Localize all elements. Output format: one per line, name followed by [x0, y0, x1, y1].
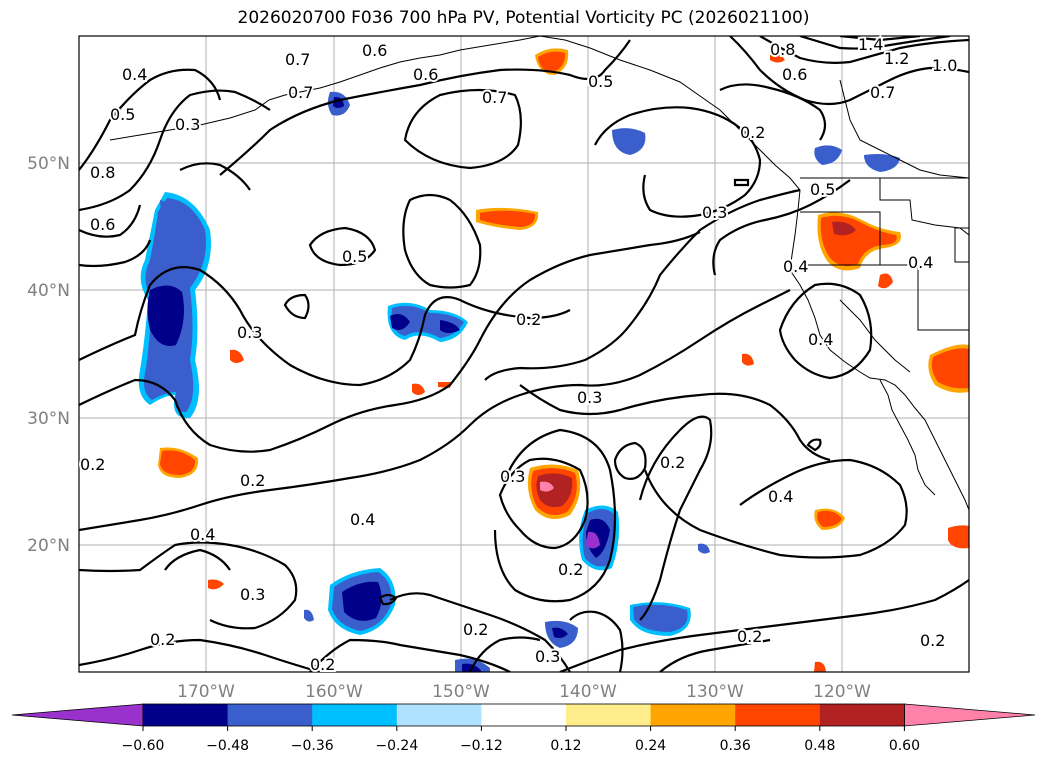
lat-label-20n: 20°N [27, 536, 70, 556]
negative-anomalies [138, 91, 900, 672]
contour-label: 0.2 [80, 455, 105, 474]
lon-label-150w: 150°W [432, 682, 490, 702]
contour-label: 0.2 [740, 123, 765, 142]
colorbar-segment [735, 704, 821, 726]
contour-label: 1.2 [884, 49, 909, 68]
colorbar-segment [396, 704, 482, 726]
colorbar-segment [566, 704, 652, 726]
contour-label: 1.4 [858, 35, 883, 54]
blob-small-6 [864, 154, 900, 172]
colorbar: −0.60 −0.48 −0.36 −0.24 −0.12 0.12 0.24 0.36 0.4… [11, 703, 1036, 754]
contour-label: 0.7 [482, 88, 507, 107]
contour-label: 0.4 [908, 253, 933, 272]
contour-label: 0.4 [350, 510, 375, 529]
colorbar-tick-label: −0.36 [291, 738, 334, 754]
lon-label-120w: 120°W [813, 682, 871, 702]
contour-label: 0.4 [768, 487, 793, 506]
contour-label: 0.4 [190, 525, 215, 544]
contour-label: 1.0 [932, 56, 957, 75]
colorbar-segment [650, 704, 736, 726]
contour-label: 0.2 [558, 560, 583, 579]
colorbar-segment [481, 704, 567, 726]
contour-label: 0.7 [870, 83, 895, 102]
colorbar-tick-label: −0.60 [122, 738, 165, 754]
lon-label-130w: 130°W [686, 682, 744, 702]
contour-label: 0.3 [535, 647, 560, 666]
contour-label: 0.4 [783, 257, 808, 276]
colorbar-tick-label: 0.36 [720, 738, 751, 754]
lat-label-50n: 50°N [27, 154, 70, 174]
contour-label: 0.4 [808, 330, 833, 349]
contour-label: 0.4 [122, 65, 147, 84]
lon-label-170w: 170°W [177, 682, 235, 702]
lon-label-140w: 140°W [559, 682, 617, 702]
colorbar-tick-label: −0.24 [375, 738, 418, 754]
colorbar-tick-label: 0.12 [550, 738, 581, 754]
lon-labels: 170°W 160°W 150°W 140°W 130°W 120°W [177, 682, 871, 702]
contour-label: 0.3 [577, 388, 602, 407]
blob-small-4 [612, 128, 646, 155]
contour-label: 0.7 [285, 50, 310, 69]
colorbar-segment [143, 704, 229, 726]
contour-label: 0.2 [240, 471, 265, 490]
colorbar-tick-label: −0.48 [206, 738, 249, 754]
colorbar-tick-label: 0.24 [635, 738, 666, 754]
positive-anomalies [158, 48, 969, 672]
contour-label: 0.6 [362, 41, 387, 60]
contour-label: 0.5 [110, 105, 135, 124]
contour-label: 0.5 [342, 247, 367, 266]
contour-label: 0.7 [288, 83, 313, 102]
colorbar-tick-label: −0.12 [460, 738, 503, 754]
pv-contours [79, 36, 969, 672]
contour-label: 0.8 [770, 40, 795, 59]
colorbar-tick-label: 0.48 [804, 738, 835, 754]
contour-label: 0.2 [463, 620, 488, 639]
contour-label: 0.2 [516, 310, 541, 329]
contour-label: 0.3 [237, 323, 262, 342]
contour-label: 0.2 [920, 631, 945, 650]
lon-label-160w: 160°W [305, 682, 363, 702]
contour-label: 0.2 [150, 630, 175, 649]
colorbar-extend-min [11, 703, 144, 727]
contour-label: 0.3 [175, 115, 200, 134]
colorbar-frame [142, 703, 905, 727]
contour-label: 0.3 [240, 585, 265, 604]
contour-label: 0.5 [810, 180, 835, 199]
map-title: 2026020700 F036 700 hPa PV, Potential Vo… [237, 8, 810, 28]
contour-label: 0.5 [588, 72, 613, 91]
lat-label-40n: 40°N [27, 281, 70, 301]
lat-labels: 50°N 40°N 30°N 20°N [27, 154, 70, 556]
contour-label: 0.2 [310, 655, 335, 674]
contour-label: 0.6 [90, 215, 115, 234]
colorbar-segment [312, 704, 398, 726]
contour-label: 0.8 [90, 163, 115, 182]
contour-label: 0.2 [737, 627, 762, 646]
contour-label: 0.6 [413, 65, 438, 84]
colorbar-segment [227, 704, 313, 726]
coastlines [109, 36, 969, 511]
colorbar-tick-label: 0.60 [889, 738, 920, 754]
map-frame [78, 35, 970, 673]
contour-label: 0.3 [500, 467, 525, 486]
blob-small-5 [814, 145, 842, 165]
contour-labels: 0.4 0.5 0.3 0.8 0.6 0.7 0.6 0.7 0.6 0.7 … [78, 33, 959, 676]
colorbar-extend-max [904, 703, 1036, 727]
contour-label: 0.6 [782, 65, 807, 84]
contour-label: 0.3 [702, 203, 727, 222]
colorbar-segment [819, 704, 905, 726]
lat-label-30n: 30°N [27, 409, 70, 429]
contour-label: 0.2 [660, 453, 685, 472]
